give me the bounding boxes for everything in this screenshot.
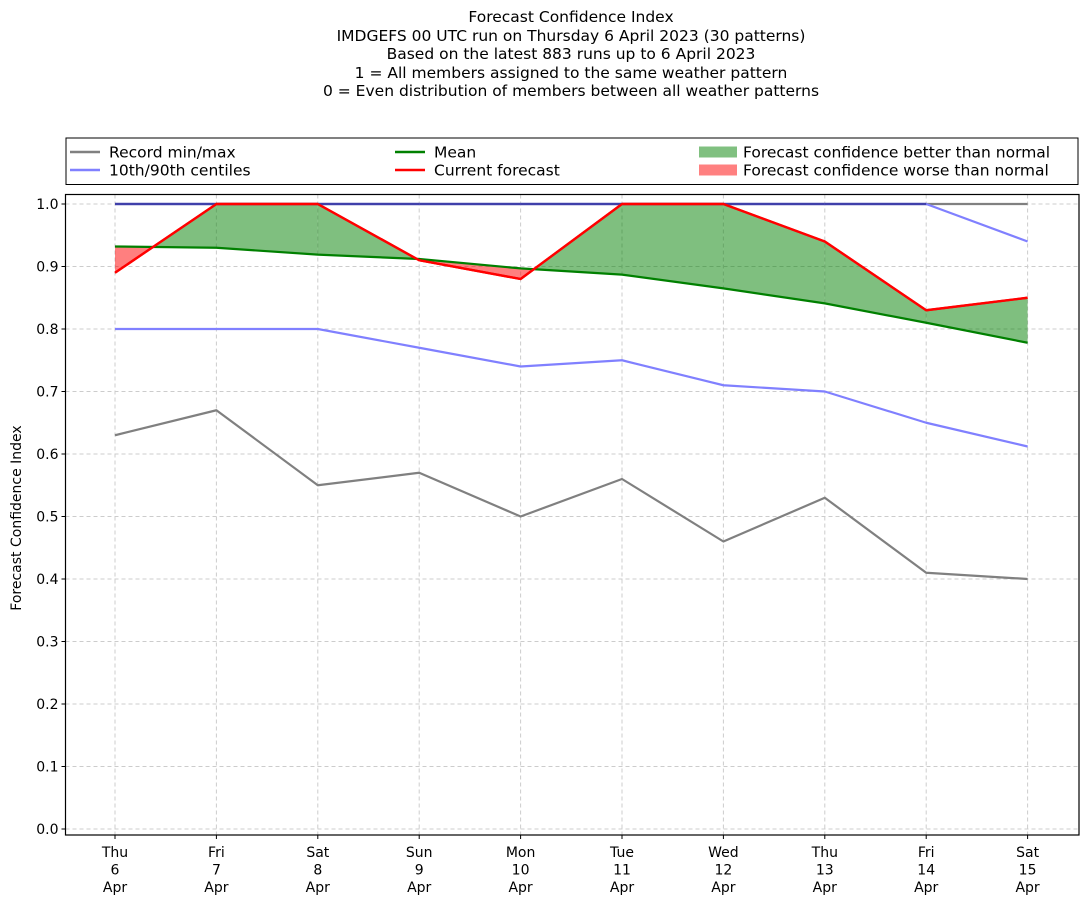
legend-item-record-min-max: Record min/max — [70, 144, 236, 162]
x-tick-label: Sun — [406, 845, 433, 861]
x-tick-label: Thu — [811, 845, 838, 861]
y-axis-label: Forecast Confidence Index — [9, 425, 25, 610]
legend-label: Current forecast — [434, 162, 560, 180]
y-tick-label: 1.0 — [36, 197, 58, 213]
y-tick-label: 0.0 — [36, 822, 58, 838]
x-tick-label: 8 — [313, 863, 322, 879]
x-tick-label: Thu — [101, 845, 128, 861]
fill-better-than-normal — [926, 297, 1028, 343]
y-axis: 0.0 0.1 0.2 0.3 0.4 0.5 0.6 0.7 0.8 0.9 1.0 — [36, 197, 66, 838]
fill-better-than-normal — [824, 241, 927, 323]
plot-frame — [64, 193, 1080, 836]
legend-item-forecast-confidence-worse-than-normal: Forecast confidence worse than normal — [699, 162, 1049, 180]
x-tick-label: Apr — [306, 880, 330, 896]
x-tick-label: 9 — [415, 863, 424, 879]
grid — [65, 194, 1079, 835]
fill-better-than-normal — [216, 204, 318, 255]
y-tick-label: 0.8 — [36, 322, 58, 338]
x-tick-label: Wed — [708, 845, 739, 861]
chart-title: Forecast Confidence Index IMDGEFS 00 UTC… — [0, 8, 1092, 101]
legend-item-current-forecast: Current forecast — [395, 162, 560, 180]
legend-label: Record min/max — [109, 144, 236, 162]
series-line-10th-90th-centiles-10th — [115, 327, 1028, 448]
legend-item-10th-90th-centiles: 10th/90th centiles — [70, 162, 251, 180]
series-line-current-forecast-top — [114, 202, 1028, 312]
x-tick-label: Apr — [914, 880, 938, 896]
x-tick-label: 7 — [212, 863, 221, 879]
title-line-3: Based on the latest 883 runs up to 6 Apr… — [386, 45, 756, 64]
x-tick-label: Apr — [610, 880, 634, 896]
x-tick-label: Apr — [508, 880, 532, 896]
title-line-4: 1 = All members assigned to the same wea… — [354, 63, 788, 82]
y-tick-label: 0.5 — [36, 510, 58, 526]
fill-better-than-normal — [723, 204, 825, 304]
legend-label: Forecast confidence better than normal — [743, 144, 1050, 162]
series-line-record-min-max-min — [114, 409, 1028, 581]
series-line-mean — [114, 245, 1028, 344]
title-line-2: IMDGEFS 00 UTC run on Thursday 6 April 2… — [336, 26, 806, 45]
x-tick-label: 11 — [613, 863, 631, 879]
x-tick-label: Tue — [609, 845, 634, 861]
x-tick-label: Fri — [918, 845, 935, 861]
x-tick-label: Apr — [103, 880, 127, 896]
y-tick-label: 0.4 — [36, 572, 58, 588]
y-tick-label: 0.7 — [36, 385, 58, 401]
x-tick-label: 10 — [512, 863, 530, 879]
x-tick-label: 15 — [1019, 863, 1037, 879]
legend-item-forecast-confidence-better-than-normal: Forecast confidence better than normal — [699, 144, 1050, 162]
legend-frame — [65, 137, 1079, 185]
y-tick-label: 0.3 — [36, 635, 58, 651]
x-tick-label: Fri — [208, 845, 225, 861]
legend-item-mean: Mean — [395, 144, 476, 162]
series-lines — [114, 202, 1028, 581]
fill-areas — [115, 204, 1028, 343]
title-line-1: Forecast Confidence Index — [468, 8, 674, 26]
x-tick-label: Apr — [407, 880, 431, 896]
x-tick-label: Apr — [813, 880, 837, 896]
y-tick-label: 0.6 — [36, 447, 58, 463]
x-tick-label: 13 — [816, 863, 834, 879]
legend-label: 10th/90th centiles — [109, 162, 251, 180]
x-tick-label: Sat — [306, 845, 329, 861]
x-tick-label: Apr — [711, 880, 735, 896]
fill-better-than-normal — [622, 204, 724, 289]
legend-swatch-patch — [699, 146, 737, 158]
x-tick-label: Apr — [1015, 880, 1039, 896]
y-tick-label: 0.9 — [36, 260, 58, 276]
y-tick-label: 0.2 — [36, 697, 58, 713]
x-tick-label: 14 — [917, 863, 935, 879]
x-axis: Thu6AprFri7AprSat8AprSun9AprMon10AprTue1… — [101, 835, 1040, 896]
title-line-5: 0 = Even distribution of members between… — [322, 82, 820, 101]
x-tick-label: Sat — [1016, 845, 1039, 861]
legend-swatch-patch — [699, 164, 737, 176]
y-tick-label: 0.1 — [36, 760, 58, 776]
legend-label: Forecast confidence worse than normal — [743, 162, 1049, 180]
legend-label: Mean — [434, 144, 476, 162]
x-tick-label: 6 — [111, 863, 120, 879]
x-tick-label: Apr — [204, 880, 228, 896]
x-tick-label: 12 — [714, 863, 732, 879]
x-tick-label: Mon — [506, 845, 536, 861]
